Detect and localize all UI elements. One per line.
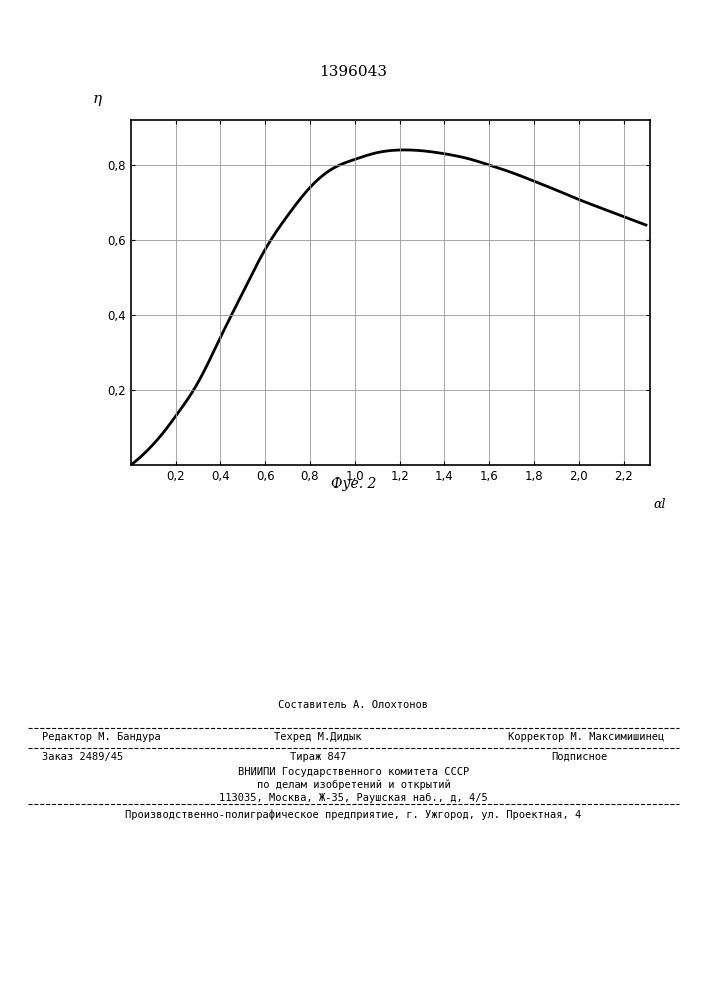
Text: ВНИИПИ Государственного комитета СССР: ВНИИПИ Государственного комитета СССР [238,767,469,777]
Text: 113035, Москва, Ж-35, Раушская наб., д, 4/5: 113035, Москва, Ж-35, Раушская наб., д, … [219,793,488,803]
Text: по делам изобретений и открытий: по делам изобретений и открытий [257,780,450,790]
Text: η: η [93,92,103,106]
Text: Производственно-полиграфическое предприятие, г. Ужгород, ул. Проектная, 4: Производственно-полиграфическое предприя… [125,810,582,820]
Text: Техред М.Дидык: Техред М.Дидык [274,732,362,742]
Text: Редактор М. Бандура: Редактор М. Бандура [42,732,161,742]
Text: Заказ 2489/45: Заказ 2489/45 [42,752,124,762]
Text: Тираж 847: Тираж 847 [290,752,346,762]
Text: Подписное: Подписное [551,752,608,762]
Text: Корректор М. Максимишинец: Корректор М. Максимишинец [508,732,665,742]
Text: 1396043: 1396043 [320,65,387,79]
Text: Составитель А. Олохтонов: Составитель А. Олохтонов [279,700,428,710]
Text: Фуе. 2: Фуе. 2 [331,477,376,491]
Text: αl: αl [653,498,665,511]
